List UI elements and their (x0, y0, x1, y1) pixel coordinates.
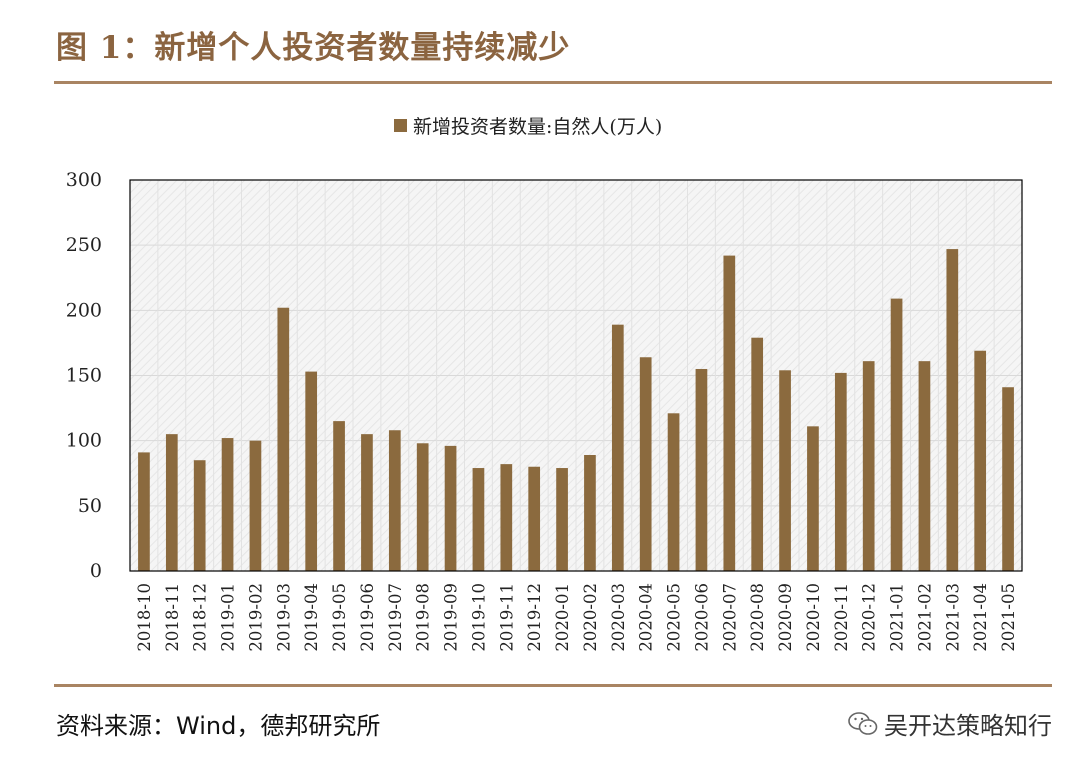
x-tick-label: 2021-05 (999, 583, 1018, 652)
bar (974, 350, 987, 571)
x-tick-label: 2019-01 (219, 583, 238, 652)
x-tick-label: 2019-08 (414, 583, 433, 652)
x-tick-label: 2018-10 (135, 583, 154, 652)
y-tick-label: 50 (78, 495, 102, 517)
bar (834, 372, 847, 571)
bar (277, 307, 290, 571)
bar (165, 434, 178, 571)
bar (1002, 387, 1014, 571)
x-tick-label: 2018-11 (163, 583, 182, 652)
bar (667, 413, 680, 571)
bar (946, 249, 959, 571)
bar (305, 371, 318, 571)
y-tick-label: 0 (90, 560, 102, 582)
plot-frame (129, 179, 1023, 572)
x-tick-label: 2020-08 (748, 583, 767, 652)
x-tick-label: 2021-04 (971, 583, 990, 652)
x-tick-label: 2021-01 (888, 583, 907, 652)
bar (751, 337, 764, 571)
bar (444, 445, 457, 571)
x-tick-label: 2020-03 (609, 583, 628, 652)
bar (584, 455, 596, 571)
x-tick-label: 2019-09 (442, 583, 461, 652)
x-tick-label: 2020-06 (692, 583, 711, 652)
bottom-rule (54, 684, 1052, 687)
bar (556, 468, 568, 571)
x-tick-label: 2020-12 (860, 583, 879, 652)
bar (611, 324, 624, 571)
x-axis: 2018-10 2018-11 2018-12 2019-01 2019-02 2019-… (135, 583, 1018, 652)
bar (862, 361, 875, 571)
bar (500, 464, 513, 571)
bar (918, 361, 931, 571)
figure-title: 图 1：新增个人投资者数量持续减少 (56, 30, 571, 66)
x-tick-label: 2020-04 (637, 583, 656, 652)
x-tick-label: 2019-06 (358, 583, 377, 652)
bar (695, 368, 708, 571)
bar-chart: 新增投资者数量:自然人(万人) 0 50 100 150 200 250 300 2018-… (66, 116, 1023, 652)
x-tick-label: 2019-11 (497, 583, 516, 652)
y-tick-label: 300 (66, 169, 102, 191)
bar (193, 460, 206, 571)
bar (361, 434, 373, 571)
x-tick-label: 2019-10 (469, 583, 488, 652)
y-tick-label: 250 (66, 234, 102, 256)
bars (138, 249, 1014, 572)
x-tick-label: 2019-02 (246, 583, 265, 652)
watermark: 吴开达策略知行 (848, 706, 1052, 741)
bar (388, 430, 401, 571)
bar (807, 426, 819, 571)
x-tick-label: 2020-09 (776, 583, 795, 652)
legend-label: 新增投资者数量:自然人(万人) (413, 116, 662, 138)
x-tick-label: 2020-10 (804, 583, 823, 652)
legend-swatch (394, 119, 407, 132)
wechat-icon (848, 711, 878, 735)
x-tick-label: 2021-02 (915, 583, 934, 652)
x-tick-label: 2020-02 (581, 583, 600, 652)
y-tick-label: 200 (66, 299, 102, 321)
chart-legend: 新增投资者数量:自然人(万人) (394, 116, 662, 138)
bar (723, 255, 736, 572)
x-tick-label: 2020-11 (832, 583, 851, 652)
x-tick-label: 2018-12 (191, 583, 210, 652)
x-tick-label: 2019-12 (525, 583, 544, 652)
x-tick-label: 2019-07 (386, 583, 405, 652)
bar (639, 357, 652, 571)
bar (779, 370, 791, 571)
bar (138, 452, 150, 571)
y-tick-label: 100 (66, 430, 102, 452)
bar (333, 421, 345, 571)
x-tick-label: 2019-05 (330, 583, 349, 652)
bar (249, 440, 262, 571)
bar (472, 468, 485, 571)
watermark-text: 吴开达策略知行 (884, 712, 1052, 740)
bar (528, 466, 541, 571)
bar (416, 443, 429, 571)
x-tick-label: 2019-04 (302, 583, 321, 652)
x-tick-label: 2020-05 (665, 583, 684, 652)
source-note: 资料来源：Wind，德邦研究所 (56, 712, 381, 740)
x-tick-label: 2019-03 (274, 583, 293, 652)
y-tick-label: 150 (66, 365, 102, 387)
bar (890, 298, 903, 571)
x-tick-label: 2021-03 (943, 583, 962, 652)
top-rule (54, 81, 1052, 84)
bar (221, 438, 234, 571)
y-axis: 0 50 100 150 200 250 300 (66, 169, 102, 582)
x-tick-label: 2020-07 (720, 583, 739, 652)
x-tick-label: 2020-01 (553, 583, 572, 652)
